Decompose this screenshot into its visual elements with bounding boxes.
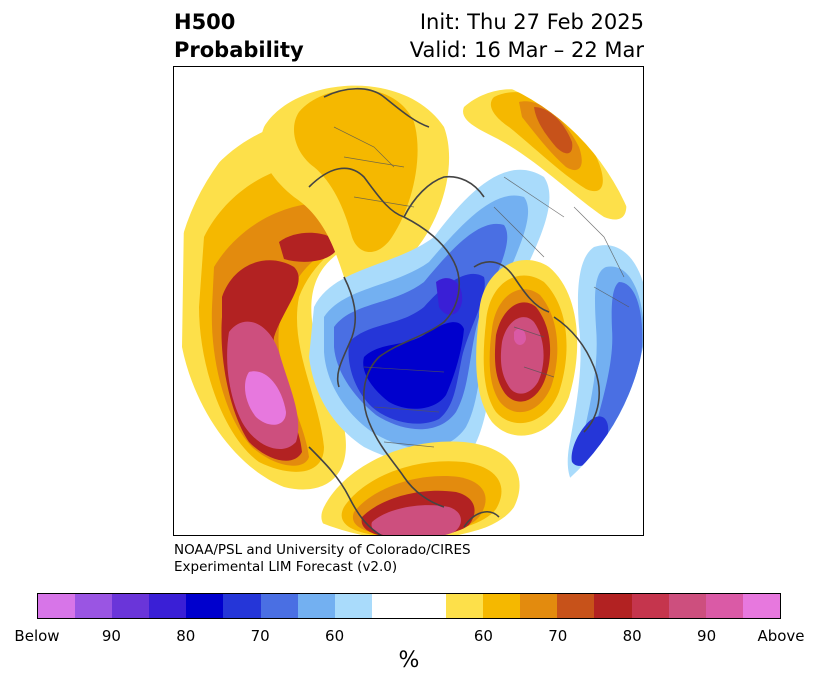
colorbar-tick-label: 60 [473,627,493,645]
atlantic-positive-anomaly [321,441,520,535]
colorbar-segment [705,594,743,618]
colorbar-segment [38,594,76,618]
europe-positive-anomaly [476,260,578,436]
northeast-asia-positive-anomaly [463,89,627,220]
coastlines [308,87,600,535]
colorbar-units: % [398,648,420,673]
colorbar-segment [557,594,595,618]
colorbar-segment [520,594,558,618]
colorbar-segment [223,594,261,618]
title-variable: H500 [174,10,236,34]
colorbar-tick-label: 80 [176,627,196,645]
colorbar-segment [334,594,372,618]
colorbar-segment [297,594,335,618]
colorbar-segment [149,594,187,618]
colorbar-segment [483,594,521,618]
valid-range: Valid: 16 Mar – 22 Mar [409,38,644,62]
colorbar-tick-label: 70 [548,627,568,645]
title-left: H500 Probability [174,8,304,64]
title-quantity: Probability [174,38,304,62]
colorbar-tick-label: 60 [325,627,345,645]
map-panel [173,66,644,536]
north-america-negative-anomaly [309,169,550,466]
colorbar-segment [260,594,298,618]
credit-line-2: Experimental LIM Forecast (v2.0) [174,559,398,575]
colorbar-segment [668,594,706,618]
colorbar-segment [742,594,780,618]
colorbar-segment [594,594,632,618]
probability-map [174,67,643,535]
colorbar-segment [408,594,447,618]
colorbar-segment [446,594,484,618]
colorbar [37,593,781,619]
colorbar-tick-label: Below [14,627,60,645]
colorbar-segment [112,594,150,618]
colorbar-tick-label: 70 [250,627,270,645]
title-right: Init: Thu 27 Feb 2025 Valid: 16 Mar – 22… [410,8,644,64]
colorbar-segment [186,594,224,618]
country-borders [333,126,630,448]
colorbar-segment [371,594,409,618]
colorbar-tick-label: Above [757,627,805,645]
credit: NOAA/PSL and University of Colorado/CIRE… [174,542,471,576]
colorbar-tick-label: 90 [697,627,717,645]
colorbar-segment [631,594,669,618]
init-date: Init: Thu 27 Feb 2025 [419,10,644,34]
colorbar-segment [75,594,113,618]
colorbar-tick-label: 80 [622,627,642,645]
colorbar-tick-label: 90 [101,627,121,645]
credit-line-1: NOAA/PSL and University of Colorado/CIRE… [174,542,471,558]
